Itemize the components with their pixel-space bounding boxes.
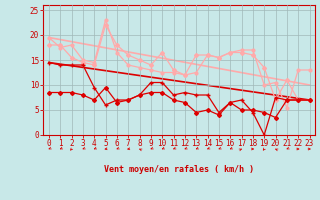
X-axis label: Vent moyen/en rafales ( km/h ): Vent moyen/en rafales ( km/h )	[104, 165, 254, 174]
